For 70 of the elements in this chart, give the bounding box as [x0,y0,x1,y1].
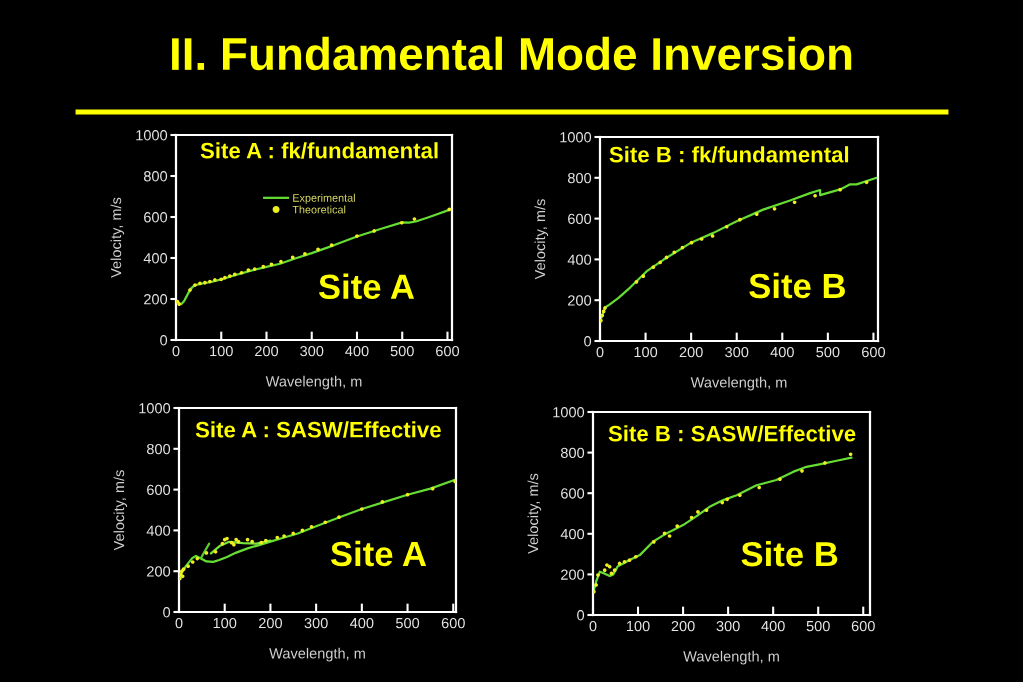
x-tick-label: 300 [300,345,324,357]
y-tick-label: 600 [568,213,592,225]
y-tick-label: 200 [568,295,592,306]
y-tick-label: 1000 [139,403,171,414]
chart-subtitle: Site B : fk/fundamental [609,146,849,163]
annotation: Site B [741,540,838,567]
x-tick-label: 300 [725,346,749,358]
y-tick-label: 600 [561,488,585,499]
x-tick-label: 100 [634,346,658,358]
y-tick-label: 400 [567,254,592,265]
y-tick-label: 0 [584,336,592,347]
x-tick-label: 200 [255,345,279,357]
y-tick-label: 1000 [553,407,585,418]
y-tick-label: 1000 [136,130,168,141]
y-tick-label: 200 [561,569,585,580]
x-tick-label: 600 [436,345,460,357]
y-tick-label: 0 [160,335,168,346]
chart-subtitle: Site B : SASW/Effective [608,425,856,442]
chart-subtitle: Site A : fk/fundamental [200,142,438,159]
y-tick-label: 800 [560,447,585,459]
x-tick-label: 500 [395,617,420,629]
legend-label: Experimental [293,193,355,204]
y-tick-label: 0 [163,607,171,618]
x-tick-label: 200 [679,346,703,358]
x-tick-label: 100 [213,617,237,629]
x-tick-label: 100 [210,345,233,357]
y-axis-title: Velocity, m/s [527,473,542,554]
y-tick-label: 800 [143,171,168,182]
chart-title: II. Fundamental Mode Inversion [172,36,852,71]
x-tick-label: 600 [441,617,465,629]
x-tick-label: 0 [596,346,604,358]
x-axis-title: Wavelength, m [690,376,787,391]
x-tick-label: 0 [172,345,180,357]
x-tick-label: 200 [671,620,695,632]
y-axis-title: Velocity, m/s [113,470,128,551]
y-tick-label: 200 [147,566,171,577]
x-axis-title: Wavelength, m [683,650,779,665]
annotation: Site A [318,273,415,300]
x-tick-label: 300 [304,617,328,629]
x-tick-label: 200 [258,617,283,629]
y-tick-label: 0 [577,610,585,621]
x-tick-label: 600 [851,620,875,632]
y-tick-label: 600 [144,212,168,223]
x-tick-label: 500 [806,620,830,632]
y-tick-label: 400 [146,525,171,536]
y-tick-label: 200 [144,294,168,305]
annotation: Site A [330,540,427,567]
x-tick-label: 500 [816,346,840,358]
y-tick-label: 600 [147,484,171,496]
x-tick-label: 400 [761,620,785,632]
x-tick-label: 300 [716,620,740,632]
x-tick-label: 100 [626,620,650,632]
x-tick-label: 0 [175,617,183,629]
y-axis-title: Velocity, m/s [110,197,125,278]
y-tick-label: 1000 [560,132,592,143]
x-tick-label: 600 [862,346,886,358]
x-tick-label: 400 [350,617,374,629]
x-tick-label: 400 [770,346,794,358]
x-tick-label: 500 [390,345,414,357]
annotation: Site B [749,272,845,299]
x-axis-title: Wavelength, m [269,647,365,662]
y-axis-title: Velocity, m/s [534,199,549,280]
chart-subtitle: Site A : SASW/Effective [195,421,441,438]
y-tick-label: 400 [143,253,168,264]
x-tick-label: 400 [345,345,369,357]
x-axis-title: Wavelength, m [265,375,362,390]
y-tick-label: 400 [560,528,585,540]
legend-label: Theoretical [292,205,346,214]
y-tick-label: 800 [567,172,592,184]
y-tick-label: 800 [146,443,171,455]
